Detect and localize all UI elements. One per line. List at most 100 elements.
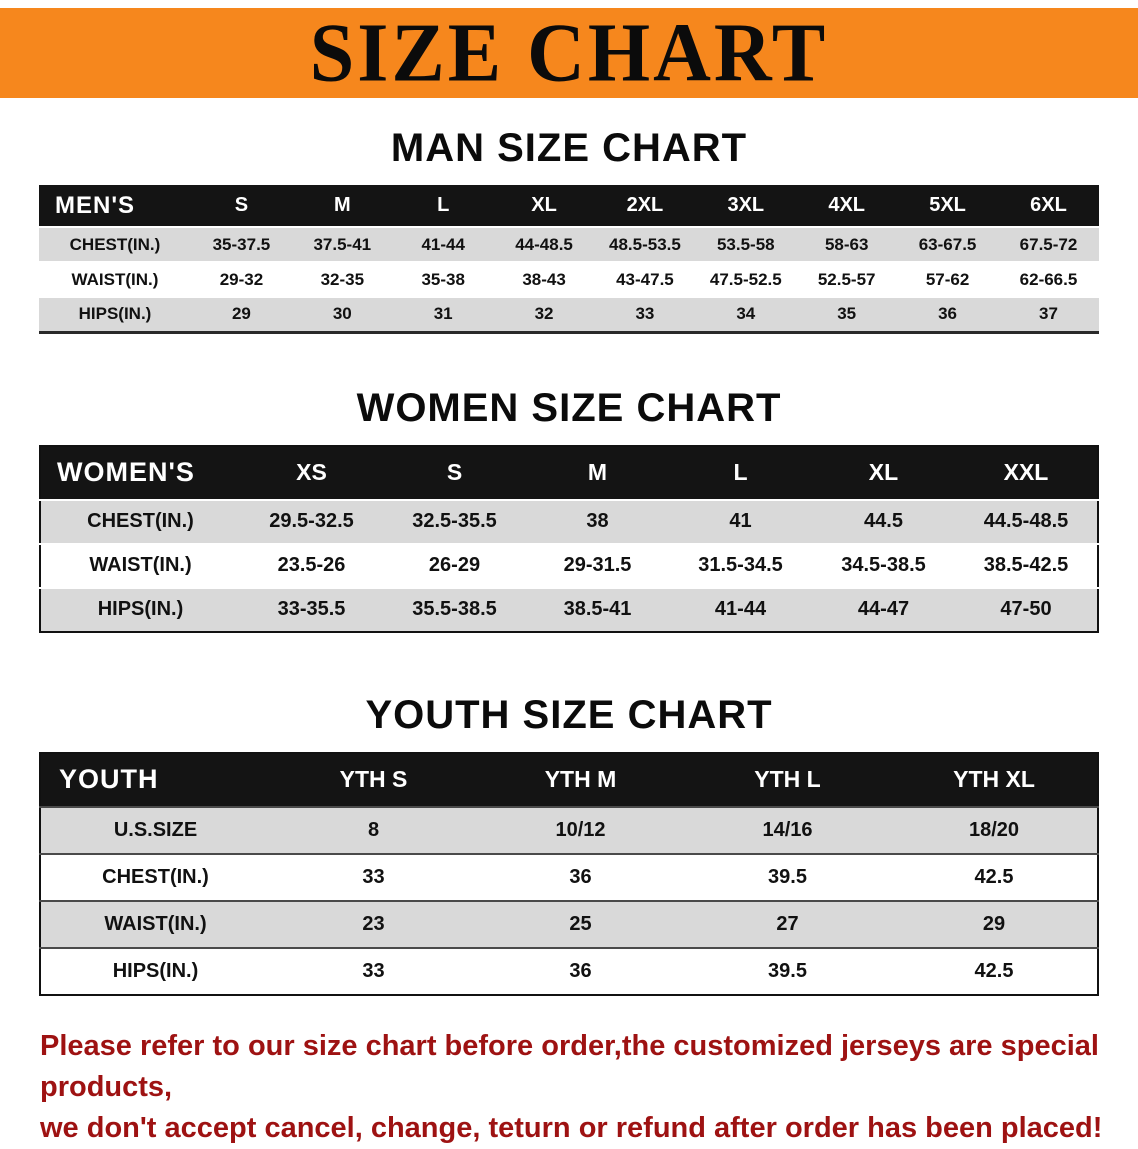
cell: 42.5 [891, 948, 1098, 995]
cell: 14/16 [684, 807, 891, 854]
cell: 10/12 [477, 807, 684, 854]
cell: 37.5-41 [292, 227, 393, 262]
column-header: M [526, 446, 669, 500]
cell: 38 [526, 500, 669, 544]
cell: 44-47 [812, 588, 955, 632]
cell: 8 [270, 807, 477, 854]
column-header: YTH M [477, 753, 684, 807]
row-label: CHEST(IN.) [40, 500, 240, 544]
row-label: HIPS(IN.) [39, 297, 191, 332]
cell: 33 [270, 854, 477, 901]
column-header: XS [240, 446, 383, 500]
cell: 35 [796, 297, 897, 332]
cell: 41 [669, 500, 812, 544]
cell: 58-63 [796, 227, 897, 262]
row-label: WAIST(IN.) [40, 901, 270, 948]
cell: 35-37.5 [191, 227, 292, 262]
cell: 44.5-48.5 [955, 500, 1098, 544]
cell: 30 [292, 297, 393, 332]
column-header: YTH XL [891, 753, 1098, 807]
footer-notice: Please refer to our size chart before or… [40, 1026, 1108, 1149]
cell: 67.5-72 [998, 227, 1099, 262]
cell: 29 [191, 297, 292, 332]
cell: 42.5 [891, 854, 1098, 901]
cell: 48.5-53.5 [595, 227, 696, 262]
page-title: SIZE CHART [310, 11, 828, 95]
cell: 38.5-42.5 [955, 544, 1098, 588]
row-label: WAIST(IN.) [40, 544, 240, 588]
row-label: CHEST(IN.) [40, 854, 270, 901]
section-heading-women: WOMEN SIZE CHART [0, 386, 1138, 431]
row-label: CHEST(IN.) [39, 227, 191, 262]
cell: 35-38 [393, 262, 494, 297]
cell: 32 [494, 297, 595, 332]
cell: 27 [684, 901, 891, 948]
column-header: 6XL [998, 185, 1099, 227]
cell: 33 [595, 297, 696, 332]
cell: 29 [891, 901, 1098, 948]
column-header: S [383, 446, 526, 500]
column-header: 2XL [595, 185, 696, 227]
column-header: XL [812, 446, 955, 500]
cell: 29.5-32.5 [240, 500, 383, 544]
cell: 39.5 [684, 854, 891, 901]
cell: 41-44 [669, 588, 812, 632]
women-table-title: WOMEN'S [40, 446, 240, 500]
row-label: HIPS(IN.) [40, 948, 270, 995]
column-header: S [191, 185, 292, 227]
cell: 43-47.5 [595, 262, 696, 297]
cell: 52.5-57 [796, 262, 897, 297]
column-header: XXL [955, 446, 1098, 500]
cell: 53.5-58 [695, 227, 796, 262]
section-heading-youth: YOUTH SIZE CHART [0, 693, 1138, 738]
cell: 63-67.5 [897, 227, 998, 262]
cell: 36 [477, 854, 684, 901]
cell: 47-50 [955, 588, 1098, 632]
column-header: YTH S [270, 753, 477, 807]
cell: 36 [477, 948, 684, 995]
youth-table-title: YOUTH [40, 753, 270, 807]
cell: 33 [270, 948, 477, 995]
cell: 32.5-35.5 [383, 500, 526, 544]
column-header: 4XL [796, 185, 897, 227]
cell: 29-31.5 [526, 544, 669, 588]
cell: 32-35 [292, 262, 393, 297]
cell: 23.5-26 [240, 544, 383, 588]
cell: 31 [393, 297, 494, 332]
cell: 34.5-38.5 [812, 544, 955, 588]
cell: 23 [270, 901, 477, 948]
cell: 34 [695, 297, 796, 332]
cell: 47.5-52.5 [695, 262, 796, 297]
cell: 36 [897, 297, 998, 332]
cell: 57-62 [897, 262, 998, 297]
cell: 41-44 [393, 227, 494, 262]
cell: 39.5 [684, 948, 891, 995]
banner: SIZE CHART [0, 8, 1138, 98]
column-header: L [393, 185, 494, 227]
column-header: M [292, 185, 393, 227]
notice-line-2: we don't accept cancel, change, teturn o… [40, 1108, 1108, 1149]
row-label: WAIST(IN.) [39, 262, 191, 297]
section-heading-men: MAN SIZE CHART [0, 126, 1138, 171]
cell: 18/20 [891, 807, 1098, 854]
men-table-title: MEN'S [39, 185, 191, 227]
